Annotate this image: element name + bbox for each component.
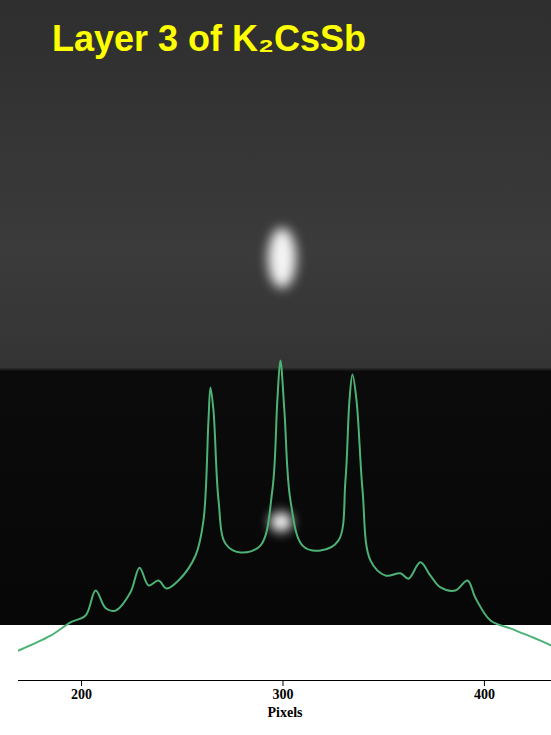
- svg-text:Pixels: Pixels: [268, 705, 304, 720]
- svg-text:300: 300: [272, 687, 293, 702]
- svg-text:200: 200: [71, 687, 92, 702]
- html-text:Layer 3 of K₂CsSb: Layer 3 of K₂CsSb: [52, 18, 367, 59]
- svg-text:400: 400: [474, 687, 495, 702]
